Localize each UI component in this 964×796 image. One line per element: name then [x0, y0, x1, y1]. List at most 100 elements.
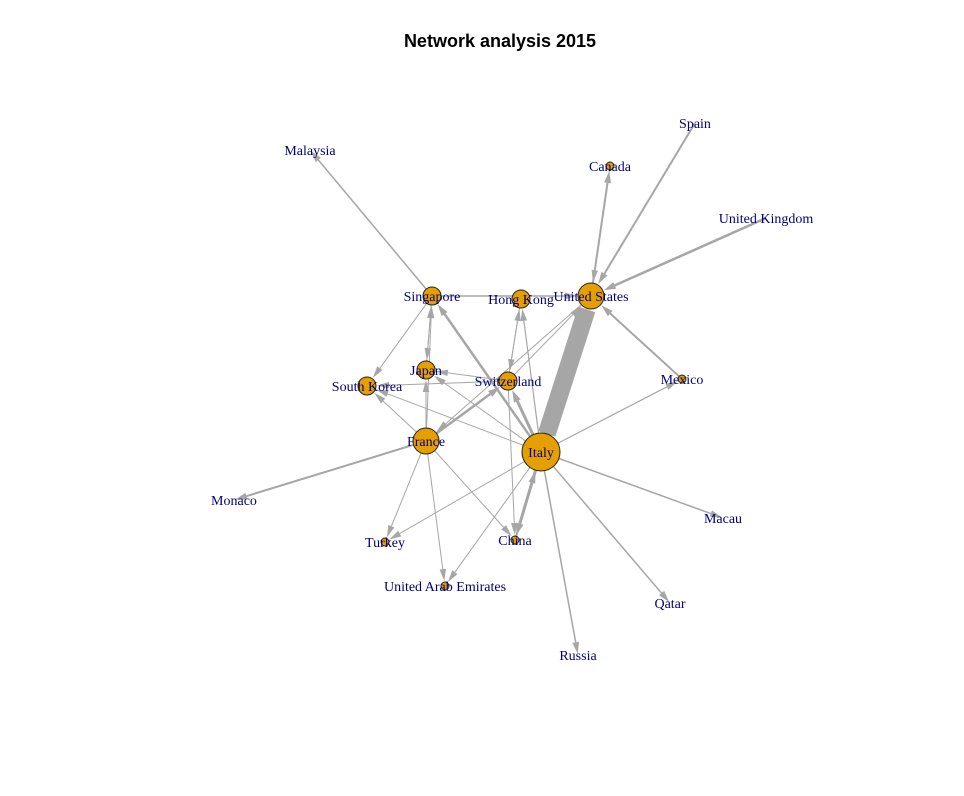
edge-france-turkey [386, 452, 422, 538]
node-japan [416, 360, 436, 380]
edge-line [510, 307, 521, 360]
edge-france-southkorea [374, 392, 417, 433]
edge-switzerland-southkorea [376, 380, 500, 389]
edge-italy-hongkong [520, 308, 540, 434]
edge-arrowhead [439, 568, 447, 582]
chart-title: Network analysis 2015 [404, 31, 596, 51]
edge-arrowhead [437, 304, 448, 317]
edge-arrowhead [520, 308, 528, 322]
edge-line [447, 372, 500, 381]
edge-arrowhead [709, 510, 723, 518]
node-china [510, 535, 520, 545]
edge-italy-southkorea [376, 389, 524, 446]
edge-arrowhead [603, 282, 617, 291]
node-label-switzerland: Switzerland [475, 375, 542, 390]
edge-line [552, 465, 663, 594]
edge-china-italy [515, 471, 536, 537]
edge-singapore-us [441, 292, 577, 300]
edge-switzerland-china [507, 389, 518, 536]
node-label-uk: United Kingdom [719, 212, 814, 227]
edge-arrowhead [376, 389, 389, 397]
node-turkey [380, 537, 390, 547]
edge-arrowhead [436, 421, 448, 432]
edge-line [594, 169, 610, 271]
edge-line [443, 313, 532, 438]
edge-arrowhead [598, 271, 608, 285]
edge-switzerland-japan [435, 369, 500, 381]
node-label-singapore: Singapore [404, 290, 461, 305]
edge-arrowhead [591, 269, 598, 283]
node-label-qatar: Qatar [654, 597, 685, 612]
node-label-southkorea: South Korea [332, 380, 403, 395]
edge-line [558, 457, 712, 515]
edge-arrowhead [658, 590, 670, 603]
edge-line [603, 122, 696, 275]
edge-line [445, 304, 582, 425]
edge-line [390, 452, 422, 527]
edge-canada-us [591, 169, 610, 283]
edge-arrowhead [435, 369, 449, 377]
label-layer: Italy United States France Switzerland Singa… [211, 117, 813, 664]
edge-line [557, 386, 668, 444]
edge-arrowhead [372, 366, 383, 378]
edge-line [454, 467, 531, 573]
edge-arrowhead [511, 522, 518, 536]
edge-switzerland-us [513, 306, 582, 375]
edge-line [399, 461, 525, 534]
node-label-us: United States [553, 290, 628, 305]
node-southkorea [357, 376, 377, 396]
node-layer [357, 161, 687, 591]
edge-line [434, 450, 505, 528]
edge-italy-singapore [437, 304, 532, 438]
node-label-monaco: Monaco [211, 494, 257, 509]
node-canada [605, 161, 615, 171]
edge-arrowhead [374, 392, 386, 404]
edge-arrowhead [501, 525, 512, 537]
edge-italy-qatar [552, 465, 670, 603]
node-label-hongkong: Hong Kong [488, 293, 554, 308]
edge-singapore-southkorea [372, 303, 428, 378]
edge-line [543, 470, 577, 643]
edge-line [246, 443, 414, 498]
edge-mexico-us [601, 305, 680, 378]
edge-italy-russia [543, 470, 579, 655]
edge-arrowhead [389, 530, 402, 540]
node-label-uae: United Arab Emirates [384, 580, 506, 595]
node-hongkong [511, 289, 531, 309]
edge-arrowhead [512, 390, 521, 403]
node-label-japan: Japan [410, 364, 442, 379]
node-france [412, 427, 440, 455]
node-label-russia: Russia [559, 649, 597, 664]
edge-line [515, 482, 533, 537]
node-us [577, 282, 605, 310]
edge-italy-uae [447, 467, 531, 582]
node-label-macau: Macau [704, 512, 742, 527]
edge-italy-us [538, 306, 596, 437]
edge-singapore-malaysia [310, 150, 427, 290]
edge-line [379, 303, 428, 369]
edge-arrowhead [310, 150, 321, 163]
edge-arrowhead [386, 525, 395, 538]
edge-line [609, 312, 680, 378]
edge-france-china [434, 450, 512, 537]
edge-arrowhead [376, 381, 390, 389]
edge-arrowhead [565, 292, 577, 300]
edge-spain-us [598, 122, 696, 285]
edge-arrowhead [572, 641, 579, 655]
edge-line [427, 453, 444, 570]
edge-line [538, 306, 596, 437]
edge-italy-switzerland [512, 390, 535, 436]
edge-france-monaco [234, 443, 414, 500]
edge-line [443, 382, 526, 442]
node-label-malaysia: Malaysia [284, 144, 336, 159]
edge-layer [234, 122, 767, 655]
node-mexico [677, 374, 687, 384]
node-label-china: China [498, 534, 532, 549]
edge-line [317, 159, 427, 290]
edge-line [513, 314, 574, 375]
edge-arrowhead [508, 358, 515, 372]
edge-italy-macau [558, 457, 723, 518]
node-label-turkey: Turkey [365, 536, 405, 551]
node-label-spain: Spain [679, 117, 711, 132]
